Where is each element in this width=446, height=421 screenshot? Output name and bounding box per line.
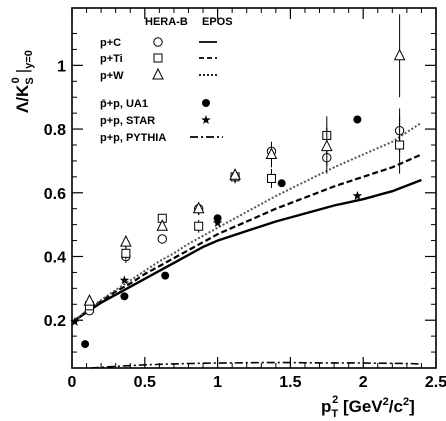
marker-triangle [192, 201, 205, 214]
legend-marker-dot [202, 99, 210, 107]
y-tick-label: 1 [57, 58, 66, 75]
marker-star [352, 191, 363, 200]
marker-square [266, 173, 276, 183]
data-point-dot [81, 340, 90, 349]
marker-dot [353, 115, 362, 124]
legend-marker-triangle [152, 67, 164, 80]
y-tick-label: 0.8 [44, 122, 66, 139]
data-point-square [266, 173, 276, 183]
data-point-star [119, 275, 130, 285]
legend-label: p+p, PYTHIA [100, 132, 166, 144]
data-point-triangle [320, 139, 333, 152]
marker-triangle [120, 235, 132, 247]
data-point-triangle [265, 147, 278, 160]
marker-triangle [320, 139, 333, 152]
marker-circle [153, 37, 163, 47]
curve-dotted [74, 121, 422, 321]
legend-marker-square [153, 53, 163, 63]
marker-circle [157, 234, 167, 244]
data-point-dot [120, 292, 129, 301]
marker-dot [202, 99, 210, 107]
data-point-circle [157, 234, 167, 244]
data-point-square [395, 140, 405, 150]
legend-label: p̄+p, UA1 [100, 98, 148, 110]
legend-label: p+p, STAR [100, 115, 155, 127]
marker-square [194, 221, 204, 231]
legend-label: p+C [100, 37, 121, 49]
marker-square [153, 53, 163, 63]
marker-dot [81, 340, 90, 349]
marker-triangle [156, 219, 169, 231]
marker-star [119, 275, 130, 285]
legend-marker-star [201, 115, 211, 124]
data-point-triangle [83, 293, 96, 306]
marker-triangle [265, 147, 278, 160]
y-axis-label: Λ/KS0|y=0 [10, 50, 36, 113]
y-tick-label: 0.4 [44, 249, 66, 266]
x-axis-label: pT2 [GeV2/c2] [321, 394, 415, 420]
legend-header-herab: HERA-B [145, 16, 188, 28]
data-point-star [212, 218, 223, 228]
marker-triangle [83, 293, 96, 306]
data-point-star [70, 316, 80, 326]
data-point-triangle [156, 219, 169, 231]
y-tick-label: 0.6 [44, 186, 66, 203]
legend: HERA-B EPOS p+C p+Ti p+W p̄+p, UA1 p+p, STAR p+… [100, 16, 233, 144]
curve-dashdot [90, 361, 419, 369]
marker-star [212, 218, 223, 228]
y-tick-label: 0.2 [44, 313, 66, 330]
curve-solid [74, 178, 422, 322]
marker-dot [161, 271, 170, 280]
axis-ticks: 0 0.5 1 1.5 2 2.5 0.2 0.4 0.6 0.8 1 [44, 8, 446, 391]
x-tick-label: 1.5 [279, 374, 301, 391]
data-point-triangle [192, 201, 205, 214]
legend-marker-circle [153, 37, 163, 47]
data-point-triangle [393, 48, 406, 61]
x-tick-label: 2 [359, 374, 368, 391]
marker-triangle [393, 48, 406, 61]
legend-label: p+W [100, 70, 124, 82]
plot-frame [71, 7, 437, 369]
curve-dashed [74, 153, 422, 322]
marker-star [201, 115, 211, 124]
marker-star [70, 316, 80, 326]
data-point-star [352, 191, 363, 200]
marker-triangle [152, 67, 164, 80]
x-tick-label: 2.5 [425, 374, 446, 391]
data-point-square [121, 248, 131, 258]
x-tick-label: 0 [68, 374, 77, 391]
data-point-square [194, 221, 204, 231]
data-point-triangle [120, 235, 132, 247]
legend-label: p+Ti [100, 53, 123, 65]
marker-dot [120, 292, 129, 301]
legend-header-epos: EPOS [202, 16, 233, 28]
data-points [70, 14, 406, 349]
data-point-triangle [229, 168, 241, 180]
data-point-dot [353, 115, 362, 124]
marker-triangle [229, 168, 241, 180]
marker-square [395, 140, 405, 150]
marker-square [121, 248, 131, 258]
data-point-dot [277, 179, 286, 188]
marker-dot [277, 179, 286, 188]
plot-area [71, 7, 437, 369]
data-point-dot [161, 271, 170, 280]
x-tick-label: 1 [213, 374, 222, 391]
x-tick-label: 0.5 [134, 374, 156, 391]
